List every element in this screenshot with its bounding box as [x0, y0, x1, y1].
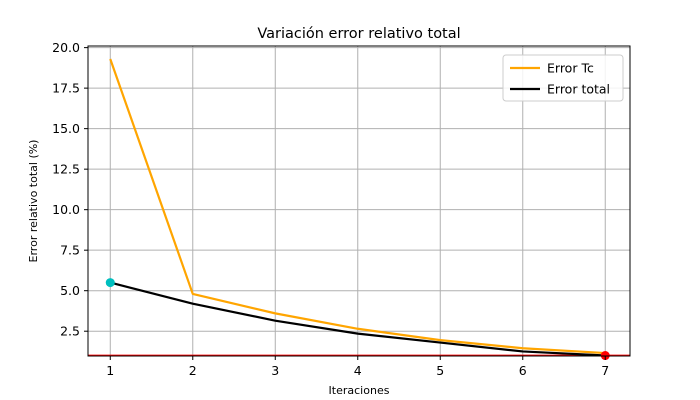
y-tick-label: 7.5: [60, 243, 80, 258]
series-lines: [109, 58, 606, 357]
legend: Error Tc Error total: [502, 54, 624, 102]
y-axis-label: Error relativo total (%): [27, 140, 40, 263]
y-tick-label: 5.0: [60, 283, 80, 298]
x-tick-label: 2: [189, 363, 197, 378]
x-axis-label: Iteraciones: [329, 384, 390, 397]
start-marker: [105, 278, 115, 288]
legend-label: Error total: [547, 82, 610, 97]
x-tick-label: 4: [354, 363, 362, 378]
x-tick-label: 3: [271, 363, 279, 378]
chart-title: Variación error relativo total: [257, 26, 460, 42]
y-tick-label: 20.0: [52, 40, 80, 55]
y-tick-label: 17.5: [52, 81, 80, 96]
x-tick-label: 5: [436, 363, 444, 378]
y-axis-ticks: 2.5 5.0 7.5 10.0 12.5 15.0 17.5 20.0: [52, 40, 88, 339]
y-tick-label: 10.0: [52, 202, 80, 217]
plot-area-frame: [87, 45, 631, 357]
series-line-error-total: [110, 281, 606, 357]
y-tick-label: 12.5: [52, 162, 80, 177]
legend-label: Error Tc: [547, 61, 594, 76]
x-tick-label: 1: [106, 363, 114, 378]
x-tick-label: 7: [601, 363, 609, 378]
x-tick-label: 6: [519, 363, 527, 378]
x-axis-ticks: 1 2 3 4 5 6 7: [106, 356, 609, 378]
series-line-error-tc: [109, 58, 606, 355]
y-tick-label: 15.0: [52, 121, 80, 136]
y-tick-label: 2.5: [60, 324, 80, 339]
